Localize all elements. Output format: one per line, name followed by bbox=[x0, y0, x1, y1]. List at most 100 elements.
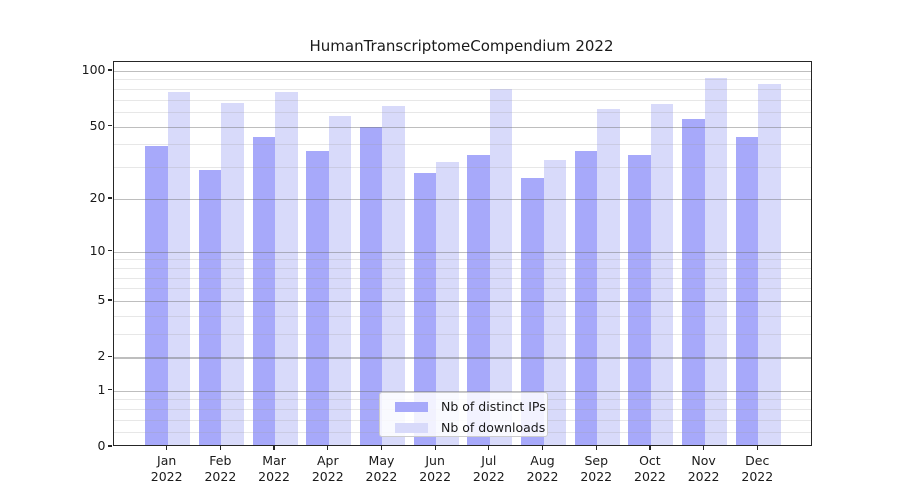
y-tick-mark-5 bbox=[108, 299, 112, 301]
x-tick-mark-Jun bbox=[434, 446, 436, 450]
legend-row-ips: Nb of distinct IPs bbox=[380, 398, 547, 415]
x-tick-month-Jun: Jun bbox=[425, 453, 445, 468]
x-tick-label-Jan: Jan 2022 bbox=[137, 453, 197, 484]
x-tick-mark-Nov bbox=[702, 446, 705, 450]
y-tick-label-1: 1 bbox=[97, 381, 106, 397]
x-tick-month-Apr: Apr bbox=[316, 453, 339, 468]
y-tick-mark-0 bbox=[108, 445, 112, 447]
y-tick-mark-50 bbox=[108, 124, 112, 127]
gridline-major-20 bbox=[113, 198, 811, 201]
y-tick-mark-2 bbox=[108, 355, 112, 358]
x-tick-label-Dec: Dec 2022 bbox=[727, 453, 787, 484]
x-tick-mark-May bbox=[380, 446, 383, 450]
x-tick-label-Feb: Feb 2022 bbox=[190, 453, 250, 484]
x-tick-year-May: 2022 bbox=[365, 468, 398, 484]
y-tick-mark-20 bbox=[108, 197, 112, 199]
x-tick-mark-Feb bbox=[219, 446, 222, 450]
x-tick-label-Mar: Mar 2022 bbox=[244, 453, 304, 484]
bar-downloads-Jan bbox=[167, 91, 191, 446]
x-tick-month-Dec: Dec bbox=[745, 453, 770, 468]
x-tick-label-Jun: Jun 2022 bbox=[405, 453, 465, 484]
x-tick-month-Oct: Oct bbox=[639, 453, 661, 468]
bar-downloads-Feb bbox=[221, 103, 244, 446]
y-tick-label-2: 2 bbox=[97, 348, 106, 364]
y-tick-label-100: 100 bbox=[81, 61, 106, 77]
bar-ips-Dec bbox=[735, 136, 759, 446]
gridline-minor-8 bbox=[113, 267, 811, 269]
x-tick-month-Feb: Feb bbox=[209, 453, 232, 468]
x-tick-year-Dec: 2022 bbox=[741, 468, 774, 484]
x-tick-year-Jan: 2022 bbox=[150, 468, 183, 484]
legend-label-ips: Nb of distinct IPs bbox=[441, 399, 546, 414]
gridline-minor-3 bbox=[113, 334, 811, 336]
x-tick-year-Aug: 2022 bbox=[526, 468, 559, 484]
x-tick-year-Oct: 2022 bbox=[634, 468, 666, 484]
gridline-major-1 bbox=[113, 390, 811, 392]
gridline-minor-40 bbox=[113, 144, 811, 146]
gridline-major-100 bbox=[113, 70, 811, 73]
gridline-major-50 bbox=[113, 126, 811, 128]
gridline-minor-6 bbox=[113, 288, 811, 290]
legend-label-downloads: Nb of downloads bbox=[441, 420, 546, 435]
bar-ips-Sep bbox=[574, 150, 598, 446]
bar-ips-Nov bbox=[682, 118, 705, 446]
gridline-major-5 bbox=[113, 300, 811, 303]
bar-ips-May bbox=[359, 126, 383, 446]
x-tick-label-Oct: Oct 2022 bbox=[620, 453, 680, 484]
gridline-minor-60 bbox=[113, 111, 811, 113]
y-tick-mark-1 bbox=[108, 388, 112, 391]
bar-downloads-Jun bbox=[436, 162, 459, 446]
gridline-minor-7 bbox=[113, 277, 811, 279]
x-tick-mark-Aug bbox=[541, 446, 544, 450]
x-tick-label-Apr: Apr 2022 bbox=[298, 453, 358, 484]
x-tick-month-Aug: Aug bbox=[530, 453, 555, 468]
gridline-minor-4 bbox=[113, 315, 811, 317]
x-tick-mark-Jan bbox=[166, 446, 168, 450]
bar-downloads-Nov bbox=[704, 78, 728, 446]
x-tick-mark-Jul bbox=[488, 446, 490, 450]
bar-ips-Aug bbox=[521, 178, 544, 446]
gridline-major-10 bbox=[113, 251, 811, 253]
x-tick-year-Sep: 2022 bbox=[580, 468, 613, 484]
chart-title: HumanTranscriptomeCompendium 2022 bbox=[309, 37, 614, 55]
y-tick-label-0: 0 bbox=[97, 438, 106, 453]
y-tick-mark-100 bbox=[108, 69, 112, 71]
x-tick-mark-Sep bbox=[595, 446, 597, 450]
x-tick-year-Jun: 2022 bbox=[419, 468, 452, 484]
bar-ips-Oct bbox=[628, 154, 651, 446]
x-tick-year-Mar: 2022 bbox=[258, 468, 290, 484]
bar-ips-Apr bbox=[306, 150, 329, 446]
y-tick-label-5: 5 bbox=[97, 291, 106, 307]
x-tick-mark-Apr bbox=[327, 446, 329, 450]
bar-ips-Mar bbox=[252, 136, 276, 446]
legend-row-downloads: Nb of downloads bbox=[380, 419, 547, 436]
y-tick-mark-10 bbox=[108, 249, 112, 252]
x-tick-year-Apr: 2022 bbox=[311, 468, 344, 484]
x-tick-month-Nov: Nov bbox=[691, 453, 716, 468]
y-tick-label-50: 50 bbox=[89, 117, 106, 133]
bar-downloads-Mar bbox=[275, 91, 298, 446]
bar-ips-Jun bbox=[413, 172, 437, 446]
x-tick-mark-Oct bbox=[649, 446, 651, 450]
x-tick-mark-Mar bbox=[273, 446, 275, 450]
x-tick-year-Feb: 2022 bbox=[204, 468, 237, 484]
x-tick-month-Jul: Jul bbox=[481, 453, 497, 468]
x-tick-month-Mar: Mar bbox=[262, 453, 286, 468]
x-tick-month-May: May bbox=[368, 453, 395, 468]
gridline-major-2 bbox=[113, 357, 811, 359]
x-tick-label-Sep: Sep 2022 bbox=[566, 453, 626, 484]
y-tick-label-20: 20 bbox=[89, 189, 106, 205]
plot-area bbox=[112, 60, 812, 446]
bar-downloads-Oct bbox=[650, 104, 674, 446]
gridline-minor-70 bbox=[113, 99, 811, 101]
gridline-minor-90 bbox=[113, 79, 811, 81]
x-tick-label-Aug: Aug 2022 bbox=[513, 453, 573, 484]
bar-downloads-May bbox=[382, 105, 405, 446]
x-tick-year-Nov: 2022 bbox=[687, 468, 720, 484]
bar-downloads-Sep bbox=[597, 109, 620, 446]
bar-downloads-Apr bbox=[328, 116, 352, 446]
bar-ips-Jan bbox=[145, 146, 168, 446]
gridline-minor-30 bbox=[113, 167, 811, 169]
gridline-minor-80 bbox=[113, 88, 811, 90]
